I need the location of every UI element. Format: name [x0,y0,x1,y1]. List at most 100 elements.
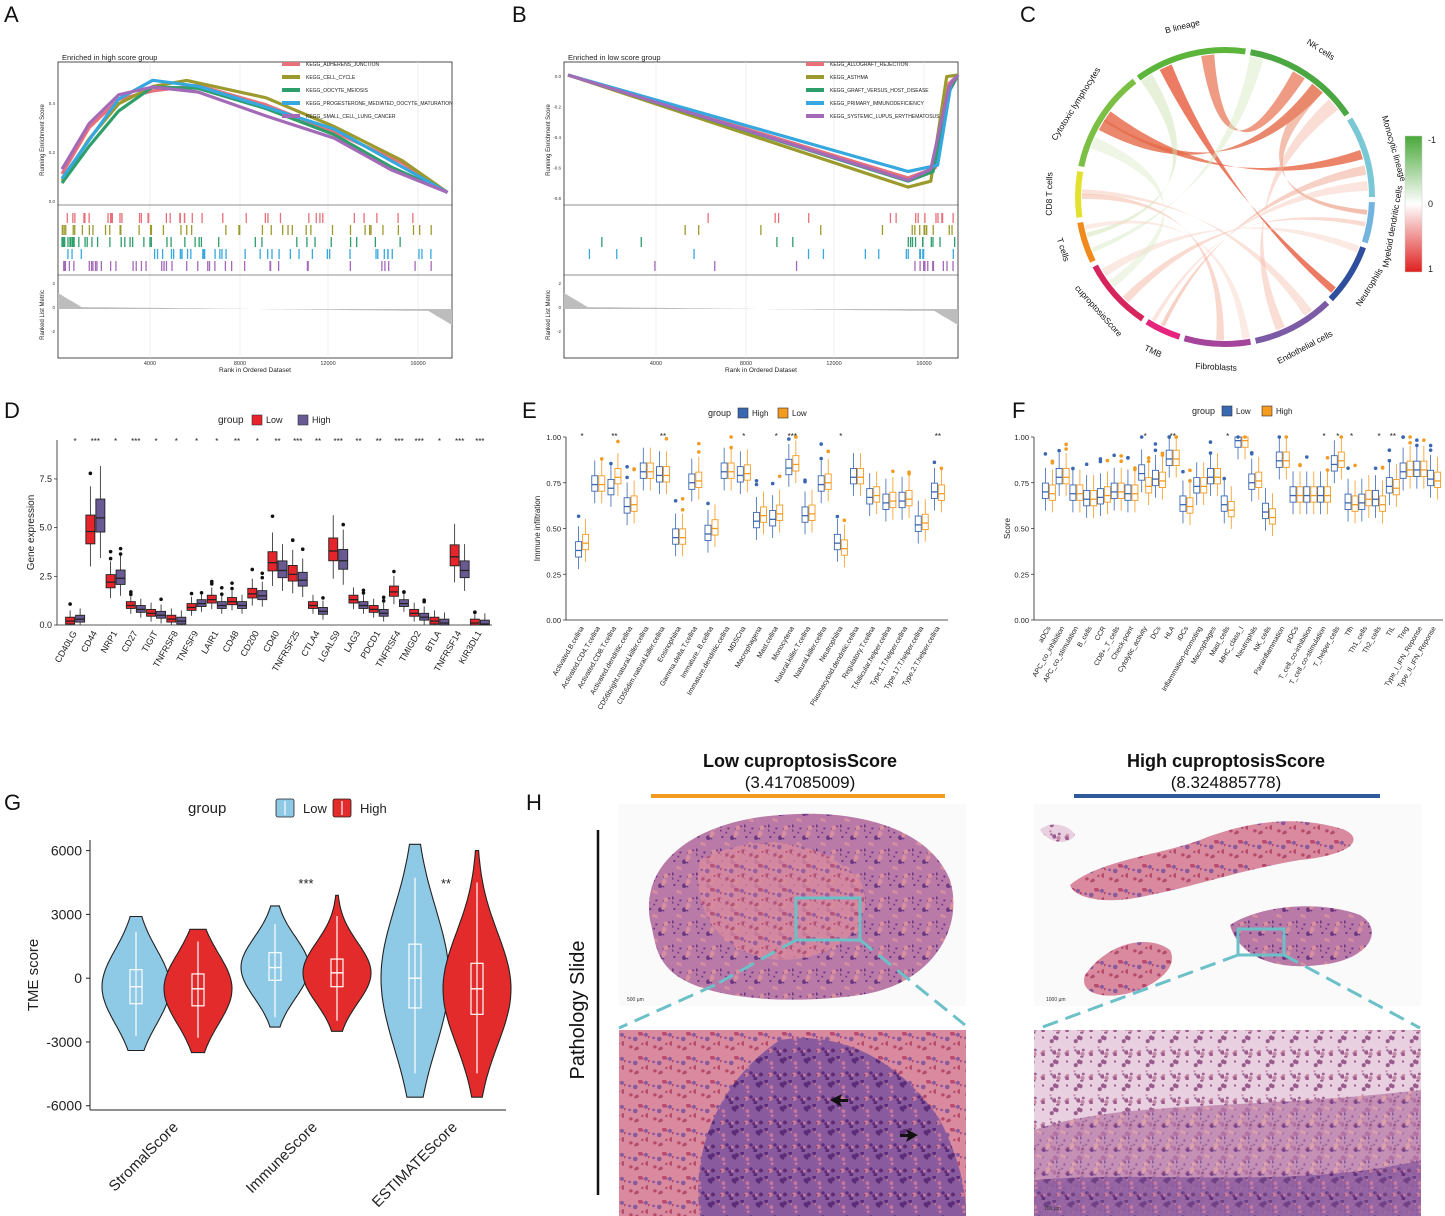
outlier-point [1373,466,1378,471]
chord-sector-label: cuproptosisScore [1073,283,1125,339]
outlier-point [1098,459,1103,464]
box [623,497,631,514]
legend-swatch [806,62,824,66]
box [776,504,784,521]
box [688,473,696,490]
box [575,541,583,558]
x-tick-label: CD40LG [53,629,79,664]
legend-swatch [737,407,749,419]
y-tick-label: -0.4 [553,135,561,140]
outlier-point [673,498,678,503]
outlier-point [1160,451,1165,456]
outlier-point [787,437,791,441]
box [1055,468,1063,485]
box [1248,473,1256,490]
box [1186,497,1194,514]
legend-title: group [708,408,731,418]
chord-sector-arc [1328,246,1366,302]
x-tick-label: BTLA [423,629,443,653]
box [582,533,590,551]
outlier-point [1243,435,1247,439]
box [695,471,703,488]
scale-bar-label: 100 µm [1044,1206,1061,1212]
outlier-point [108,556,113,561]
box [1282,451,1290,468]
significance-label: *** [293,437,302,446]
y-tick-label: 0.2 [49,150,56,155]
outlier-point [1249,451,1254,456]
legend-label: KEGG_CELL_CYCLE [306,75,356,81]
outlier-point [230,581,234,585]
box [287,565,298,582]
tissue-section [1070,821,1354,901]
chord-sector-arc [1092,264,1145,322]
box [1096,488,1104,505]
outlier-point [777,474,782,479]
x-tick-label: CD40 [261,629,281,654]
box [889,491,897,509]
chord-ribbon [1091,56,1264,253]
x-tick-label: TIGIT [140,629,160,654]
y-tick-label: 0.00 [1014,616,1029,625]
legend-swatch [297,414,309,426]
box [1138,464,1146,481]
low-score-title: Low cuproptosisScore [703,751,897,771]
x-axis-title: Rank in Ordered Dataset [725,367,797,374]
outlier-point [1304,455,1309,459]
panel-letter-h: H [526,790,542,815]
enrichment-line [60,85,449,194]
outlier-point [819,456,823,461]
outlier-point [88,471,93,476]
outlier-point [1346,466,1350,470]
box [449,544,460,567]
outlier-point [1339,435,1344,439]
outlier-point [754,482,759,487]
outlier-point [1146,456,1151,460]
chord-sector-arc [1347,117,1375,198]
zoom-box [1236,927,1286,957]
legend-swatch [1221,405,1233,417]
legend-swatch [282,88,300,92]
violin-box [408,943,422,1009]
legend-swatch [806,75,824,79]
panel-letter-g: G [4,790,22,815]
box [824,473,832,490]
outlier-point [803,479,807,484]
legend-label: High [312,415,331,425]
outlier-point [1188,468,1192,473]
outlier-point [260,571,265,576]
outlier-point [697,441,701,446]
legend-label: Low [1236,407,1251,416]
legend-max-label: -1 [1428,135,1436,145]
color-legend-bar [1404,135,1423,273]
significance-label: * [742,432,745,441]
outlier-point [1043,452,1048,456]
significance-label: * [1350,432,1353,441]
outlier-point [1119,459,1123,464]
arrow-marker [830,1094,848,1107]
panel-letter-d: D [4,398,20,423]
outlier-point [576,514,581,519]
y-tick-label: 0.50 [546,525,561,534]
violin-box [191,973,205,1007]
box [1227,500,1235,518]
outlier-point [361,591,366,595]
x-tick-label: ImmuneScore [243,1119,321,1197]
legend-swatch [777,407,789,419]
outlier-point [1408,440,1412,445]
x-tick-label: Tfh [1344,625,1355,637]
box [679,528,687,545]
chord-ribbon [1260,99,1339,331]
legend-label: KEGG_OOCYTE_MEIOSIS [306,88,369,94]
boxplot-panel-D: 0.0 2.5 5.0 7.5 Gene expression group Low High *… [26,414,492,673]
panel-letter-c: C [1020,2,1036,27]
legend-label: KEGG_ALLOGRAFT_REJECTION [830,62,908,68]
legend-label: KEGG_SYSTEMIC_LUPUS_ERYTHEMATOSUS [830,114,940,120]
outlier-point [199,590,204,595]
x-tick-label: StromalScore [106,1119,182,1195]
chord-sector-label: T cells [1055,236,1072,262]
outlier-point [632,467,636,471]
chord-sector-arc [1075,170,1084,218]
outlier-point [1284,435,1289,439]
